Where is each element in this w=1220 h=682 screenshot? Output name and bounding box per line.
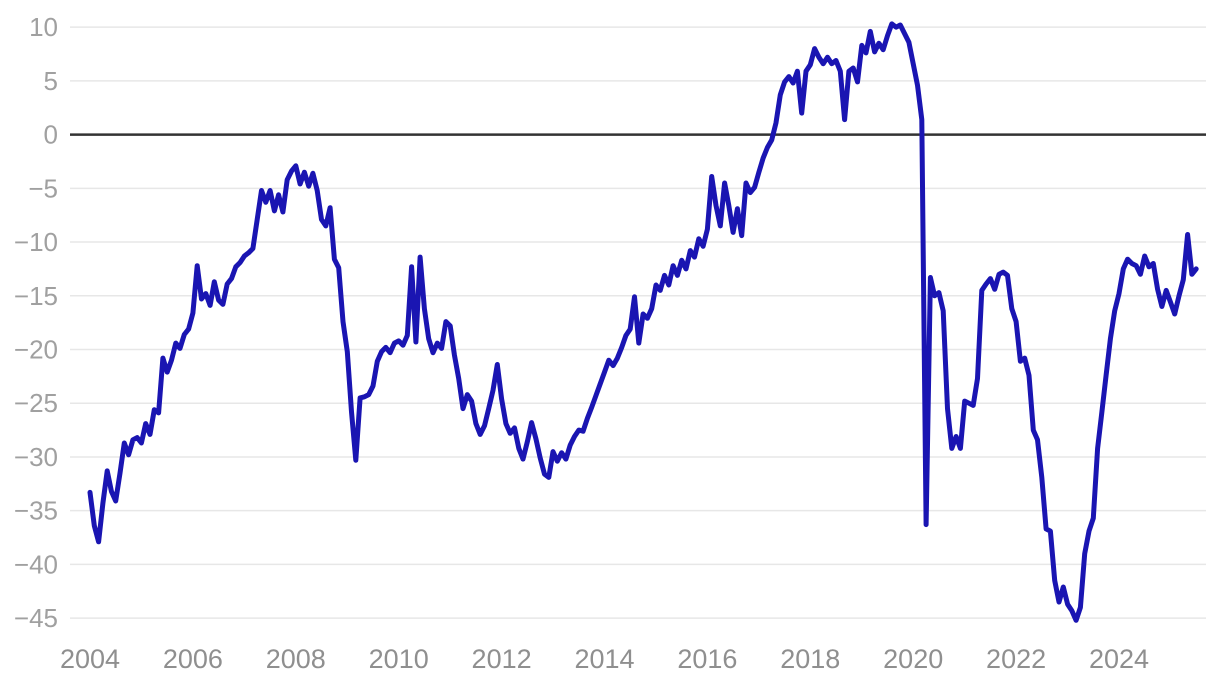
x-axis-tick-label: 2024 bbox=[1089, 644, 1149, 674]
y-axis-tick-label: 5 bbox=[44, 66, 58, 96]
y-axis-tick-label: −15 bbox=[14, 281, 58, 311]
y-axis-tick-label: 0 bbox=[44, 120, 58, 150]
x-axis-tick-label: 2006 bbox=[163, 644, 223, 674]
y-axis-tick-label: −25 bbox=[14, 388, 58, 418]
x-axis-tick-label: 2008 bbox=[266, 644, 326, 674]
x-axis-tick-label: 2018 bbox=[780, 644, 840, 674]
x-axis-tick-label: 2010 bbox=[369, 644, 429, 674]
x-axis-tick-label: 2012 bbox=[472, 644, 532, 674]
y-axis-tick-label: −5 bbox=[28, 173, 58, 203]
x-axis-tick-label: 2014 bbox=[574, 644, 634, 674]
data-line bbox=[87, 21, 1199, 623]
y-axis-tick-label: −10 bbox=[14, 227, 58, 257]
x-axis-tick-label: 2022 bbox=[986, 644, 1046, 674]
y-axis-tick-label: −30 bbox=[14, 442, 58, 472]
y-axis-tick-label: −35 bbox=[14, 496, 58, 526]
x-axis-tick-label: 2004 bbox=[60, 644, 120, 674]
y-axis-tick-label: −45 bbox=[14, 603, 58, 633]
y-axis-tick-label: −40 bbox=[14, 549, 58, 579]
y-axis-tick-label: 10 bbox=[29, 12, 58, 42]
x-axis-tick-label: 2016 bbox=[677, 644, 737, 674]
y-axis-tick-label: −20 bbox=[14, 335, 58, 365]
x-axis-tick-label: 2020 bbox=[883, 644, 943, 674]
